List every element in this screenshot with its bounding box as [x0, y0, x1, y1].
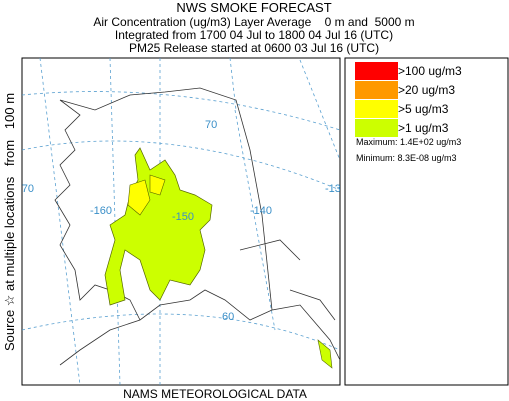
- title: NWS SMOKE FORECAST: [176, 0, 331, 15]
- subtitle: Integrated from 1700 04 Jul to 1800 04 J…: [115, 28, 393, 42]
- plume-core: [127, 174, 166, 216]
- legend: Maximum: 1.4E+02 ug/m3 Minimum: 8.3E-08 …: [344, 57, 509, 386]
- map-label: -160: [90, 205, 112, 217]
- subtitle: PM25 Release started at 0600 03 Jul 16 (…: [129, 41, 379, 55]
- legend-swatch: [355, 119, 398, 137]
- map-label: -170: [12, 183, 34, 195]
- map-label: 70: [205, 119, 217, 131]
- plume: [317, 339, 333, 369]
- map: 70 -170 -160 -150 -140 -130 60: [12, 57, 347, 386]
- map-label: 60: [222, 311, 234, 323]
- legend-label: >100 ug/m3: [398, 64, 462, 78]
- legend-label: >1 ug/m3: [398, 121, 449, 135]
- footer: NAMS METEOROLOGICAL DATA: [123, 387, 307, 401]
- subtitle: Air Concentration (ug/m3) Layer Average …: [93, 15, 414, 29]
- map-label: -140: [250, 205, 272, 217]
- map-label: -130: [325, 183, 347, 195]
- legend-swatch: [355, 62, 398, 80]
- legend-swatch: [355, 81, 398, 99]
- legend-label: >20 ug/m3: [398, 83, 455, 97]
- source-label: Source ☆ at multiple locations from 100 …: [2, 93, 17, 351]
- plume: [104, 147, 213, 306]
- graticule: [22, 91, 340, 351]
- legend-swatch: [355, 100, 398, 118]
- legend-label: >5 ug/m3: [398, 102, 449, 116]
- coastline: [54, 87, 340, 366]
- coastline: [239, 239, 336, 321]
- map-label: -150: [172, 211, 194, 223]
- minimum: Minimum: 8.3E-08 ug/m3: [356, 153, 457, 163]
- maximum: Maximum: 1.4E+02 ug/m3: [356, 137, 461, 147]
